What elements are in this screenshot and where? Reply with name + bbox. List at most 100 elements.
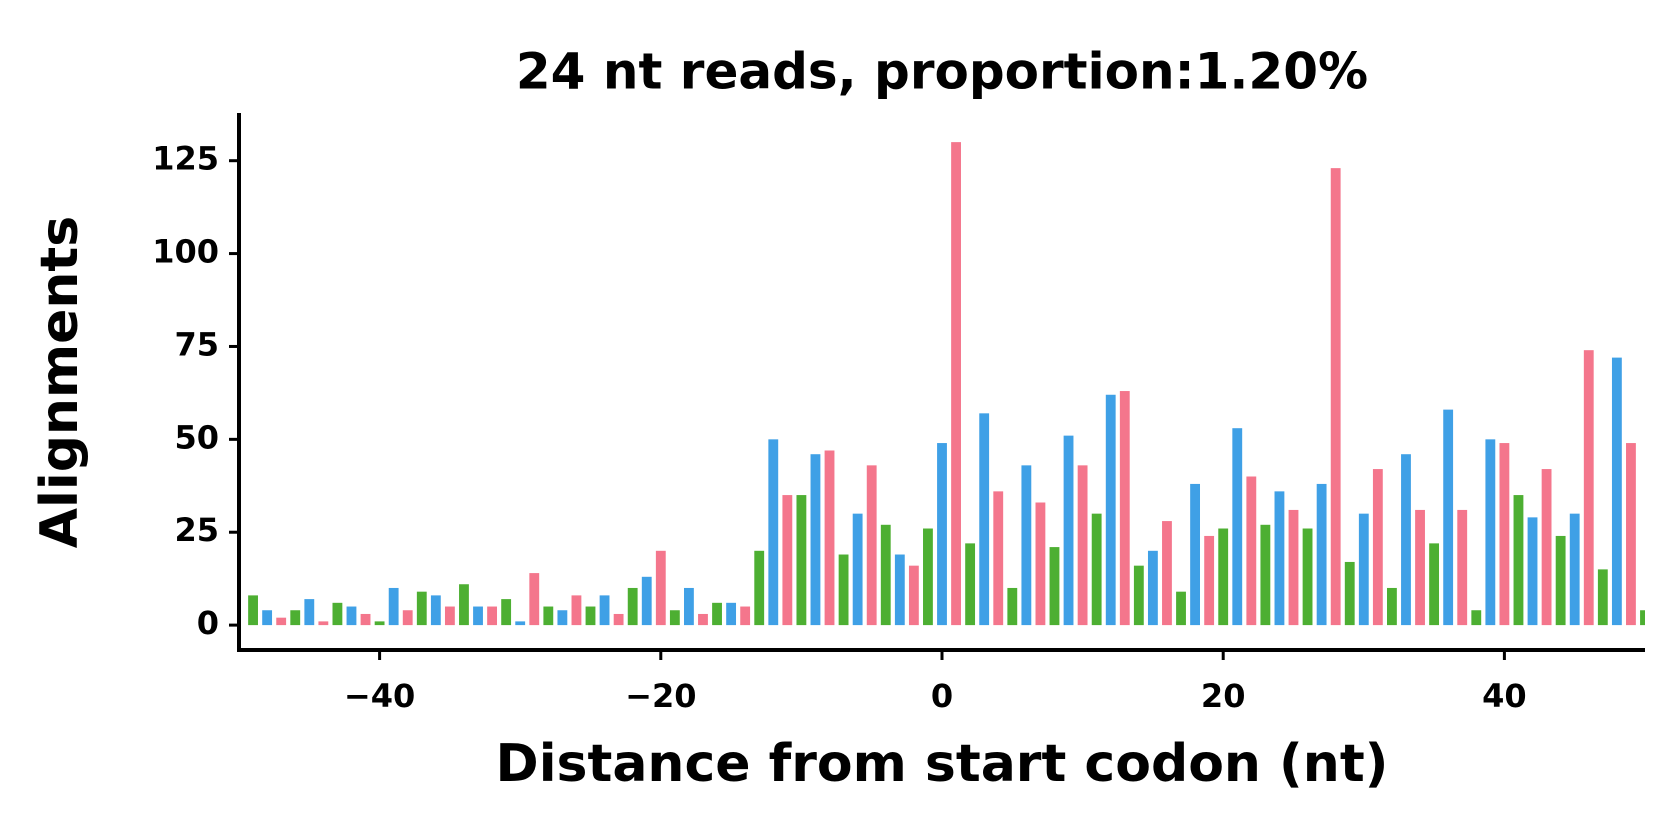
bar xyxy=(1288,509,1299,626)
bar xyxy=(1063,435,1074,626)
bar xyxy=(698,613,708,626)
bars xyxy=(248,142,1645,626)
bar xyxy=(1499,443,1510,626)
bar xyxy=(1457,509,1468,626)
y-tick-label: 75 xyxy=(174,325,219,363)
bar xyxy=(1429,543,1440,626)
bar xyxy=(585,606,596,626)
y-tick-label: 25 xyxy=(174,511,219,549)
bar xyxy=(1527,517,1538,626)
bar xyxy=(318,621,329,626)
x-tick-label: −20 xyxy=(625,677,696,715)
bar xyxy=(1007,587,1018,626)
bar xyxy=(1021,465,1032,626)
bar xyxy=(669,610,680,626)
bar xyxy=(1035,502,1046,626)
bar xyxy=(726,602,737,626)
bar xyxy=(1372,469,1383,626)
bar xyxy=(1316,483,1327,626)
bar xyxy=(1232,428,1243,626)
bar xyxy=(923,528,933,626)
bar xyxy=(1471,610,1482,626)
x-tick-label: 40 xyxy=(1482,677,1527,715)
bar xyxy=(416,591,427,626)
bar xyxy=(1344,561,1355,626)
y-axis-label: Alignments xyxy=(30,216,90,548)
bar xyxy=(1246,476,1257,626)
x-tick-label: −40 xyxy=(344,677,415,715)
bar xyxy=(346,606,357,626)
bar xyxy=(1386,587,1397,626)
bar xyxy=(1091,513,1102,626)
bar xyxy=(332,602,343,626)
bar xyxy=(627,587,638,626)
bar xyxy=(599,595,610,626)
bar xyxy=(754,550,765,626)
bar xyxy=(304,599,315,626)
bar xyxy=(1330,168,1341,626)
bar xyxy=(515,621,526,626)
bar xyxy=(374,621,385,626)
x-tick-label: 0 xyxy=(931,677,953,715)
bar xyxy=(951,142,961,626)
bar xyxy=(683,587,694,626)
bar xyxy=(1541,469,1552,626)
bar xyxy=(782,495,793,626)
bar xyxy=(1583,350,1594,626)
bar xyxy=(993,491,1004,626)
bar xyxy=(979,413,990,626)
bar xyxy=(655,550,666,626)
y-tick-label: 0 xyxy=(197,604,219,642)
bar xyxy=(543,606,554,626)
bar xyxy=(1105,394,1116,626)
bar xyxy=(402,610,413,626)
bar xyxy=(712,602,722,626)
bar xyxy=(1119,391,1130,626)
bar xyxy=(824,450,835,626)
bar xyxy=(388,587,399,626)
x-tick-label: 20 xyxy=(1201,677,1246,715)
bar xyxy=(1049,547,1060,626)
bar xyxy=(810,454,821,626)
bar xyxy=(1513,495,1524,626)
bar xyxy=(1401,454,1411,626)
bar xyxy=(1274,491,1285,626)
bar xyxy=(1611,357,1622,626)
bar xyxy=(908,565,919,626)
bar xyxy=(641,576,652,626)
bar xyxy=(276,617,287,626)
bar xyxy=(1147,550,1158,626)
bar xyxy=(459,584,469,626)
bar xyxy=(1218,528,1229,626)
bar xyxy=(501,599,512,626)
bar xyxy=(1415,509,1425,626)
bar xyxy=(1640,610,1645,626)
bar xyxy=(1302,528,1313,626)
bar xyxy=(1190,483,1201,626)
bar xyxy=(866,465,877,626)
chart-title: 24 nt reads, proportion:1.20% xyxy=(516,43,1368,101)
bar xyxy=(248,595,258,626)
bar xyxy=(965,543,976,626)
bar xyxy=(894,554,905,626)
bar xyxy=(1162,521,1172,626)
bar xyxy=(740,606,751,626)
bar xyxy=(1626,443,1636,626)
bar xyxy=(1260,524,1271,626)
bar xyxy=(444,606,455,626)
bar xyxy=(838,554,849,626)
bar xyxy=(880,524,891,626)
bar xyxy=(1204,535,1215,626)
bar xyxy=(768,439,779,626)
y-tick-label: 100 xyxy=(152,233,219,271)
bar xyxy=(1133,565,1144,626)
bar xyxy=(852,513,863,626)
bar xyxy=(557,610,568,626)
bar xyxy=(1176,591,1186,626)
bar xyxy=(1077,465,1088,626)
y-tick-label: 125 xyxy=(152,140,219,178)
bar xyxy=(360,613,371,626)
bar xyxy=(1358,513,1369,626)
bar xyxy=(1555,535,1566,626)
bar xyxy=(487,606,498,626)
